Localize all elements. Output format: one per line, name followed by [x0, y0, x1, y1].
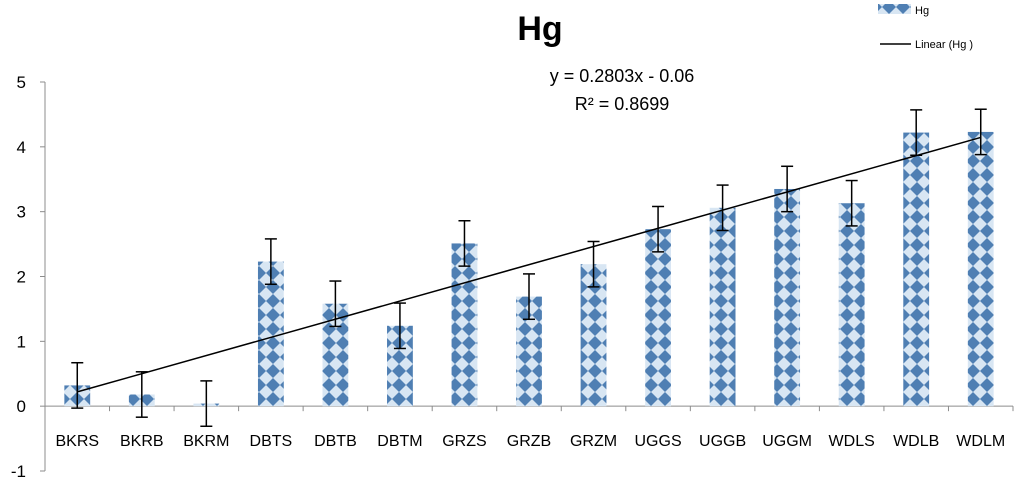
x-tick-label: DBTB — [314, 433, 357, 450]
y-tick-label: 5 — [17, 73, 26, 92]
error-bars — [71, 108, 987, 428]
x-tick-label: UGGB — [699, 433, 746, 450]
y-tick-label: 3 — [17, 203, 26, 222]
bars — [64, 131, 994, 407]
x-tick-label: GRZM — [570, 433, 617, 450]
error-bar — [716, 184, 729, 232]
y-tick-label: 0 — [17, 397, 26, 416]
bar — [257, 261, 284, 407]
error-bar — [587, 240, 600, 288]
legend-label-series: Hg — [915, 5, 929, 17]
error-bar — [523, 273, 535, 321]
legend-item-trendline: Linear (Hg ) — [880, 39, 973, 51]
bar — [903, 132, 930, 407]
x-tick-label: UGGM — [762, 433, 812, 450]
bar — [451, 243, 478, 407]
error-bar — [458, 219, 471, 267]
x-tick-label: BKRM — [183, 433, 229, 450]
y-tick-label: 2 — [17, 268, 26, 287]
error-bar — [781, 165, 794, 213]
error-bar — [974, 108, 987, 156]
trendline-r-squared: R² = 0.8699 — [575, 94, 670, 114]
error-bar — [264, 238, 277, 286]
x-tick-label: WDLS — [829, 433, 875, 450]
x-tick-label: UGGS — [635, 433, 682, 450]
bar — [774, 188, 801, 407]
bar — [580, 264, 607, 407]
x-tick-label: DBTS — [250, 433, 293, 450]
y-tick-label: 4 — [17, 138, 26, 157]
trendline-line — [77, 136, 981, 393]
legend-label-trendline: Linear (Hg ) — [915, 39, 973, 51]
x-tick-label: WDLM — [956, 433, 1005, 450]
legend-swatch-series — [878, 4, 911, 14]
y-tick-label: 1 — [17, 332, 26, 351]
chart-title: Hg — [517, 10, 562, 48]
legend-item-series: Hg — [878, 4, 929, 17]
x-tick-label: GRZB — [507, 433, 551, 450]
x-tick-labels: BKRS BKRB BKRM DBTS DBTB DBTM GRZS GRZB GRZM UGGS… — [55, 433, 1005, 450]
bar — [709, 207, 736, 407]
y-tick-labels: -1 0 1 2 3 4 5 — [11, 73, 26, 479]
bar — [967, 131, 994, 407]
x-tick-label: GRZS — [442, 433, 486, 450]
bar — [838, 203, 865, 407]
x-tick-label: BKRS — [55, 433, 99, 450]
error-bar — [845, 179, 858, 227]
axes — [40, 81, 1014, 472]
error-bar — [71, 361, 84, 409]
legend: Hg Linear (Hg ) — [878, 4, 973, 51]
x-tick-label: BKRB — [120, 433, 164, 450]
x-tick-label: WDLB — [893, 433, 939, 450]
error-bar — [652, 205, 665, 253]
y-tick-label: -1 — [11, 462, 26, 479]
bar — [645, 229, 671, 407]
error-bar — [135, 371, 148, 418]
error-bar — [393, 302, 406, 350]
x-tick-label: DBTM — [377, 433, 422, 450]
trendline — [77, 136, 981, 393]
trendline-equation: y = 0.2803x - 0.06 — [550, 66, 695, 86]
error-bar — [200, 380, 213, 428]
